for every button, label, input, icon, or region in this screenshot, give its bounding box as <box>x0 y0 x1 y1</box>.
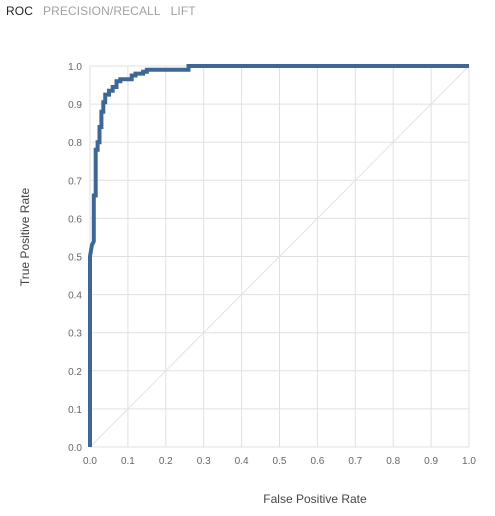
x-axis-title: False Positive Rate <box>263 492 367 506</box>
y-tick-label: 0.3 <box>68 329 82 340</box>
x-tick-label: 0.2 <box>159 456 173 467</box>
y-tick-labels: 0.0 0.1 0.2 0.3 0.4 0.5 0.6 0.7 0.8 0.9 1.0 <box>68 62 82 454</box>
diagonal-reference-line <box>89 65 470 448</box>
x-tick-label: 0.5 <box>273 456 287 467</box>
chart-tabs: ROC PRECISION/RECALL LIFT <box>6 4 196 18</box>
y-tick-label: 0.6 <box>68 214 82 225</box>
tab-precision-recall[interactable]: PRECISION/RECALL <box>42 4 161 18</box>
y-tick-label: 0.9 <box>68 100 82 111</box>
y-tick-label: 0.0 <box>68 443 82 454</box>
y-tick-label: 0.8 <box>68 138 82 149</box>
grid-lines <box>89 65 470 448</box>
x-tick-label: 0.1 <box>121 456 135 467</box>
x-tick-labels: 0.0 0.1 0.2 0.3 0.4 0.5 0.6 0.7 0.8 0.9 1.0 <box>83 456 476 467</box>
roc-curve <box>88 64 469 447</box>
x-tick-label: 0.8 <box>386 456 400 467</box>
x-tick-label: 0.7 <box>348 456 362 467</box>
y-tick-label: 1.0 <box>68 62 82 73</box>
y-tick-label: 0.4 <box>68 291 82 302</box>
x-tick-label: 0.0 <box>83 456 97 467</box>
tab-lift[interactable]: LIFT <box>170 4 196 18</box>
x-tick-label: 1.0 <box>462 456 476 467</box>
x-tick-label: 0.3 <box>197 456 211 467</box>
tab-roc[interactable]: ROC <box>6 4 33 18</box>
x-tick-label: 0.6 <box>310 456 324 467</box>
y-tick-label: 0.7 <box>68 176 82 187</box>
y-tick-label: 0.5 <box>68 253 82 264</box>
y-tick-label: 0.1 <box>68 405 82 416</box>
y-axis-title: True Positive Rate <box>18 188 32 287</box>
x-tick-label: 0.4 <box>235 456 249 467</box>
y-tick-label: 0.2 <box>68 367 82 378</box>
x-tick-label: 0.9 <box>424 456 438 467</box>
